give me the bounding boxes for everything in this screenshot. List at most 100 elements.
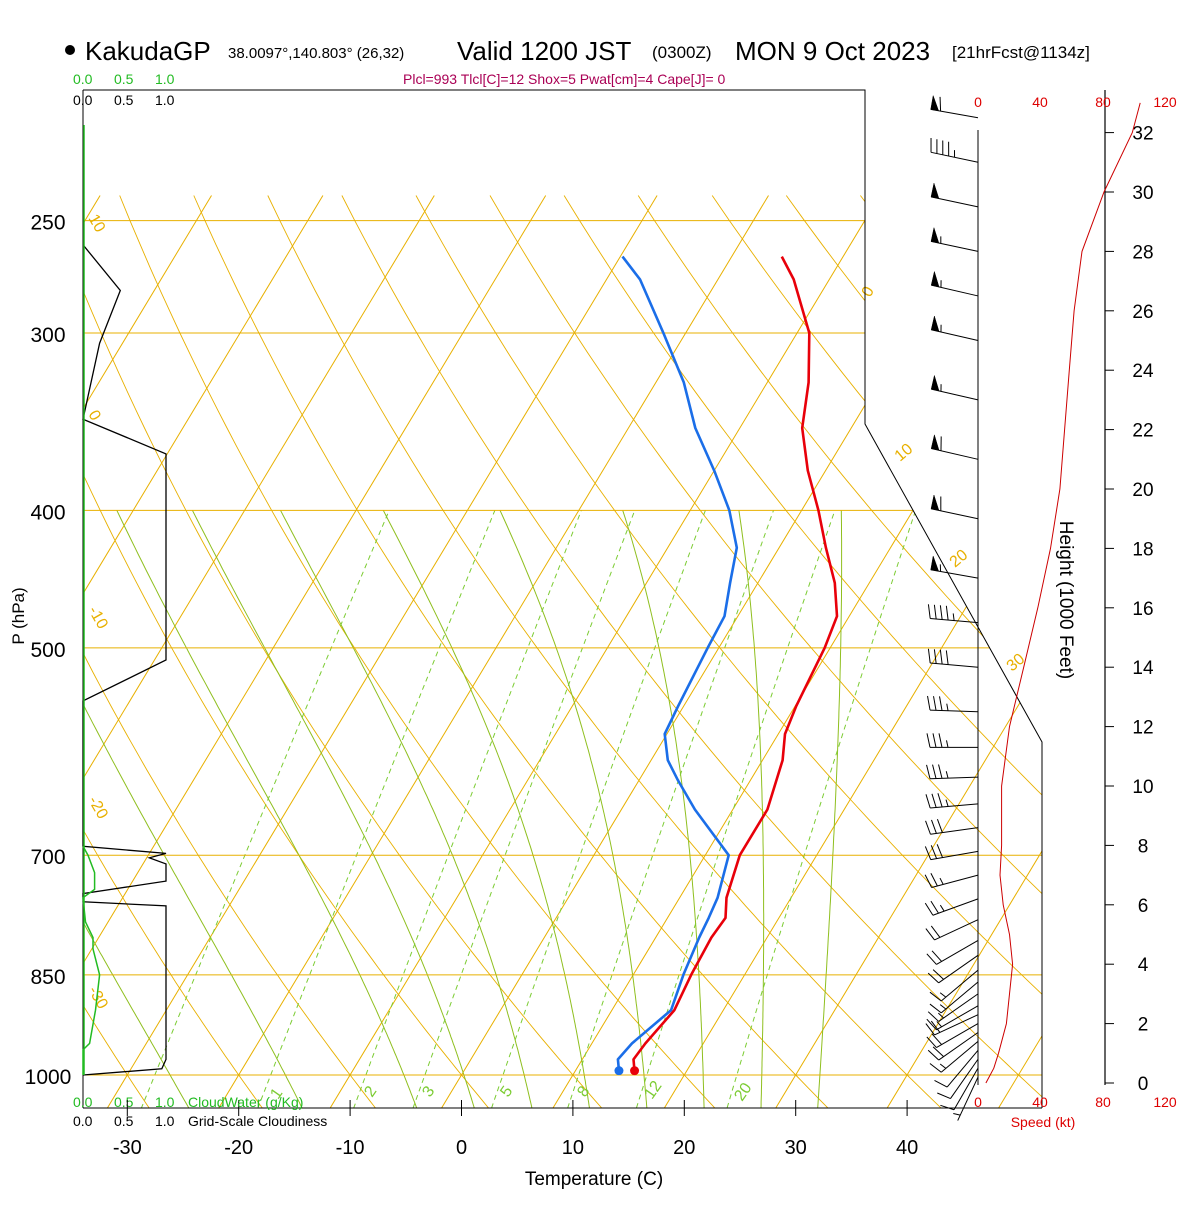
wind-barb	[928, 696, 978, 712]
height-tick-label: 32	[1132, 124, 1153, 145]
pressure-tick-label: 250	[30, 212, 65, 235]
cloudiness-scale-tick: 1.0	[155, 1113, 175, 1129]
isotherm-line	[426, 196, 991, 1134]
height-tick-label: 18	[1132, 539, 1153, 560]
temperature-tick-label: -30	[113, 1137, 142, 1159]
height-tick-label: 28	[1132, 242, 1153, 263]
height-tick-label: 0	[1138, 1074, 1149, 1095]
cloudiness-scale-tick: 0.0	[73, 92, 93, 108]
wind-barb	[931, 272, 978, 296]
moist-adiabat-line	[0, 510, 203, 1133]
speed-tick-label: 40	[1032, 94, 1048, 110]
wind-panel: 0246810121416182022242628303200404080801…	[925, 90, 1177, 1121]
valid-utc: (0300Z)	[652, 43, 712, 62]
isotherm-line	[315, 196, 880, 1134]
sounding-indices: Plcl=993 Tlcl[C]=12 Shox=5 Pwat[cm]=4 Ca…	[403, 71, 726, 87]
height-tick-label: 16	[1132, 599, 1153, 620]
cloudwater-scale-tick: 0.5	[114, 71, 134, 87]
isotherm-label: -10	[85, 604, 111, 633]
dry-adiabat-line	[268, 196, 968, 1134]
mixing-ratio-line	[719, 510, 915, 1133]
wind-barb	[926, 920, 978, 940]
dry-adiabat-line	[1157, 196, 1200, 1134]
pressure-tick-label: 500	[30, 639, 65, 662]
height-tick-label: 8	[1138, 836, 1149, 857]
height-tick-label: 10	[1132, 777, 1153, 798]
mixing-ratio-line	[628, 510, 835, 1133]
wind-barb	[931, 96, 978, 118]
speed-tick-label: 120	[1153, 94, 1177, 110]
temperature-tick-label: -20	[224, 1137, 253, 1159]
cloudiness-profile	[83, 245, 166, 1075]
moist-adiabat-line	[281, 510, 538, 1133]
wind-barb	[931, 228, 978, 252]
moist-adiabat-line	[0, 510, 315, 1133]
wind-barb	[927, 764, 978, 778]
height-tick-label: 12	[1132, 718, 1153, 739]
height-tick-label: 26	[1132, 302, 1153, 323]
moist-adiabat-line	[117, 510, 426, 1133]
valid-date: MON 9 Oct 2023	[735, 36, 930, 66]
wind-barb	[928, 649, 978, 667]
height-tick-label: 14	[1132, 658, 1154, 679]
speed-tick-label: 120	[1153, 1094, 1177, 1110]
speed-tick-label: 0	[974, 1094, 982, 1110]
isotherm-label: 0	[859, 284, 878, 300]
dry-adiabat-line	[0, 196, 510, 1134]
wind-barb	[931, 495, 978, 519]
station-dot	[65, 45, 75, 55]
height-tick-label: 6	[1138, 896, 1149, 917]
temperature-tick-label: 30	[785, 1137, 807, 1159]
mixing-ratio-label: 5	[497, 1083, 516, 1100]
pressure-tick-label: 700	[30, 846, 65, 869]
station-coords: 38.0097°,140.803° (26,32)	[228, 45, 404, 62]
valid-time: Valid 1200 JST	[457, 36, 632, 66]
wind-barb	[925, 899, 978, 915]
wind-barb	[926, 793, 978, 808]
cloudiness-scale-tick: 0.5	[114, 1113, 134, 1129]
mixing-ratio-line	[344, 510, 581, 1133]
speed-tick-label: 40	[1032, 1094, 1048, 1110]
wind-barb	[931, 375, 978, 399]
cloudwater-scale-tick: 1.0	[155, 1094, 175, 1110]
temperature-tick-label: 40	[896, 1137, 918, 1159]
surface-dewpoint-dot	[614, 1066, 623, 1075]
dry-adiabat-line	[194, 196, 854, 1134]
cloud-panel: 0.00.00.00.00.50.50.50.51.01.01.01.0	[73, 71, 175, 1129]
dry-adiabat-line	[416, 196, 1197, 1134]
wind-barb	[931, 316, 978, 340]
isotherm-label: 20	[947, 547, 972, 572]
cloudwater-label: CloudWater (g/Kg)	[188, 1094, 303, 1110]
mixing-ratio-label: 3	[419, 1083, 438, 1100]
isotherm-label: 10	[892, 441, 917, 466]
pressure-tick-label: 850	[30, 966, 65, 989]
cloudiness-scale-tick: 0.0	[73, 1113, 93, 1129]
station-name: KakudaGP	[85, 36, 211, 66]
speed-tick-label: 80	[1095, 1094, 1111, 1110]
dry-adiabat-line	[120, 196, 740, 1134]
height-axis-title: Height (1000 Feet)	[1055, 521, 1076, 679]
speed-tick-label: 80	[1095, 94, 1111, 110]
x-axis-title: Temperature (C)	[525, 1169, 663, 1190]
cloudiness-label: Grid-Scale Cloudiness	[188, 1113, 327, 1129]
height-tick-label: 24	[1132, 361, 1154, 382]
mixing-ratio-label: 20	[731, 1080, 755, 1104]
moist-adiabat-line	[816, 510, 842, 1133]
wind-barb	[925, 873, 978, 887]
surface-temperature-dot	[630, 1066, 639, 1075]
cloudiness-scale-tick: 0.5	[114, 92, 134, 108]
height-tick-label: 20	[1132, 480, 1153, 501]
isotherm-line	[92, 196, 657, 1134]
y-axis-title: P (hPa)	[9, 587, 28, 644]
cloudwater-profile	[83, 846, 100, 1075]
moist-adiabat-line	[383, 510, 593, 1133]
temperature-tick-label: 10	[562, 1137, 584, 1159]
mixing-ratio-label: 8	[574, 1083, 593, 1100]
wind-barb	[926, 1015, 978, 1035]
cloudwater-scale-tick: 0.0	[73, 71, 93, 87]
temperature-tick-label: 20	[673, 1137, 695, 1159]
wind-barb	[927, 733, 978, 747]
temperature-tick-label: -10	[336, 1137, 365, 1159]
